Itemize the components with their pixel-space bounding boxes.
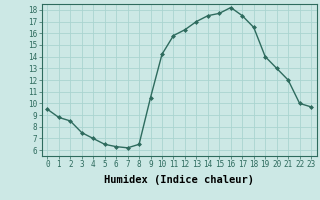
X-axis label: Humidex (Indice chaleur): Humidex (Indice chaleur)	[104, 175, 254, 185]
